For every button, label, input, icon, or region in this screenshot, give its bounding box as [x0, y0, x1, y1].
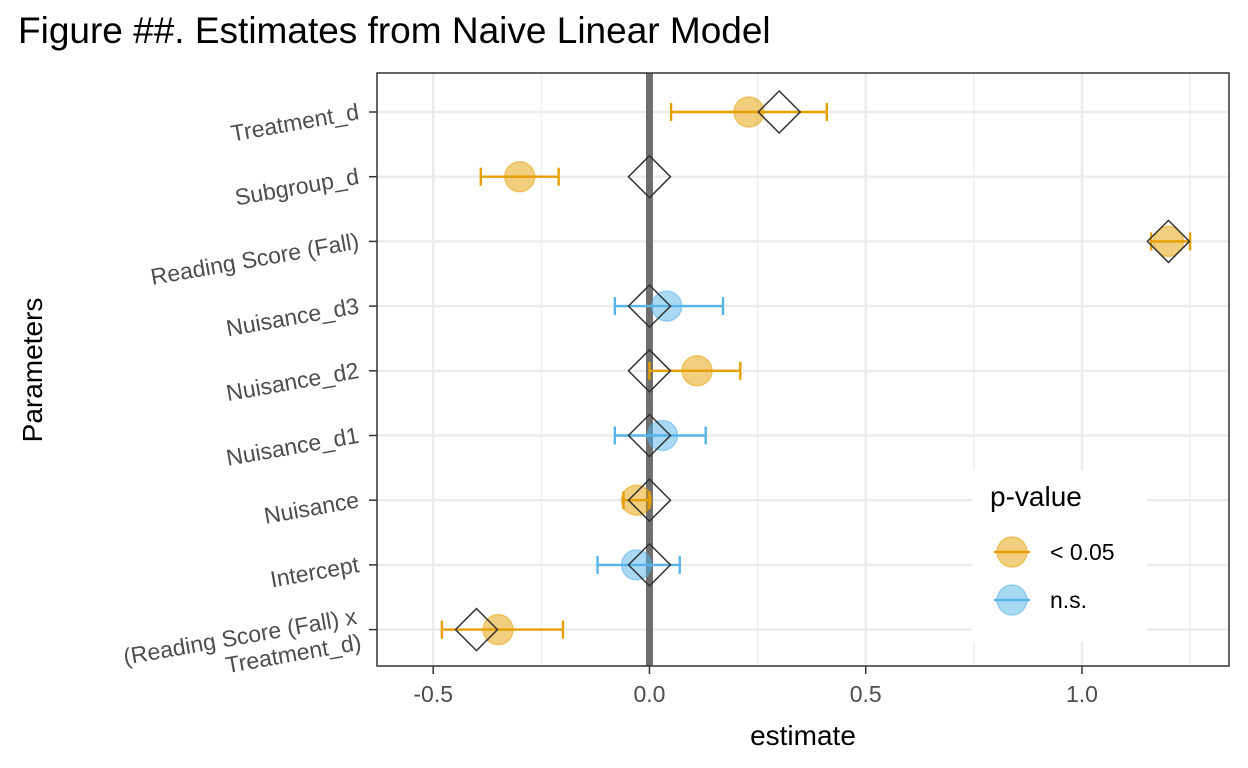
true-value-diamond — [627, 478, 672, 523]
y-tick-label: (Reading Score (Fall) xTreatment_d) — [121, 603, 363, 695]
true-value-diamond — [627, 284, 672, 329]
x-tick-label: 0.0 — [633, 681, 665, 707]
chart-title: Figure ##. Estimates from Naive Linear M… — [18, 10, 771, 51]
legend-key-point — [996, 584, 1028, 616]
legend-label: n.s. — [1050, 587, 1087, 613]
y-tick-label: Nuisance_d2 — [224, 357, 361, 406]
true-value-diamond — [1146, 219, 1191, 264]
estimate-point — [733, 96, 765, 128]
true-value-diamond-layer — [454, 89, 1191, 652]
y-axis-title: Parameters — [17, 298, 48, 443]
legend-label: < 0.05 — [1050, 539, 1115, 565]
estimate-point — [646, 419, 679, 452]
true-value-diamond — [627, 542, 672, 587]
estimate-point — [503, 160, 536, 193]
true-value-diamond — [627, 413, 672, 458]
estimate-point — [651, 290, 683, 322]
estimate-point — [620, 549, 653, 581]
x-axis-title: estimate — [750, 720, 856, 751]
estimate-point — [620, 484, 653, 516]
true-value-diamond — [627, 348, 672, 393]
y-tick-label: Subgroup_d — [233, 163, 361, 210]
y-tick-label: Nuisance_d3 — [224, 292, 361, 341]
true-value-diamond — [627, 154, 672, 199]
y-tick-label: Intercept — [268, 551, 361, 592]
y-tick-label: Nuisance_d1 — [224, 422, 361, 471]
true-value-diamond — [454, 607, 499, 652]
plot-frame — [376, 72, 1230, 667]
x-tick-label: -0.5 — [413, 681, 453, 707]
estimate-point-layer — [482, 96, 1185, 646]
legend: p-value < 0.05 n.s. — [972, 470, 1147, 642]
true-value-diamond — [757, 89, 802, 135]
legend-key-point — [996, 536, 1028, 568]
x-axis: -0.5 0.0 0.5 1.0 — [413, 666, 1098, 707]
legend-title: p-value — [990, 481, 1082, 512]
x-tick-label: 0.5 — [850, 681, 882, 707]
y-tick-label: Nuisance — [262, 487, 361, 529]
x-tick-label: 1.0 — [1066, 681, 1098, 707]
panel-border — [376, 72, 1230, 667]
estimate-point — [681, 355, 713, 387]
estimate-point — [1152, 225, 1185, 258]
y-tick-label: Treatment_d — [229, 98, 361, 146]
y-axis: Treatment_d Subgroup_d Reading Score (Fall… — [121, 98, 377, 695]
y-tick-label: Reading Score (Fall) — [149, 228, 361, 290]
